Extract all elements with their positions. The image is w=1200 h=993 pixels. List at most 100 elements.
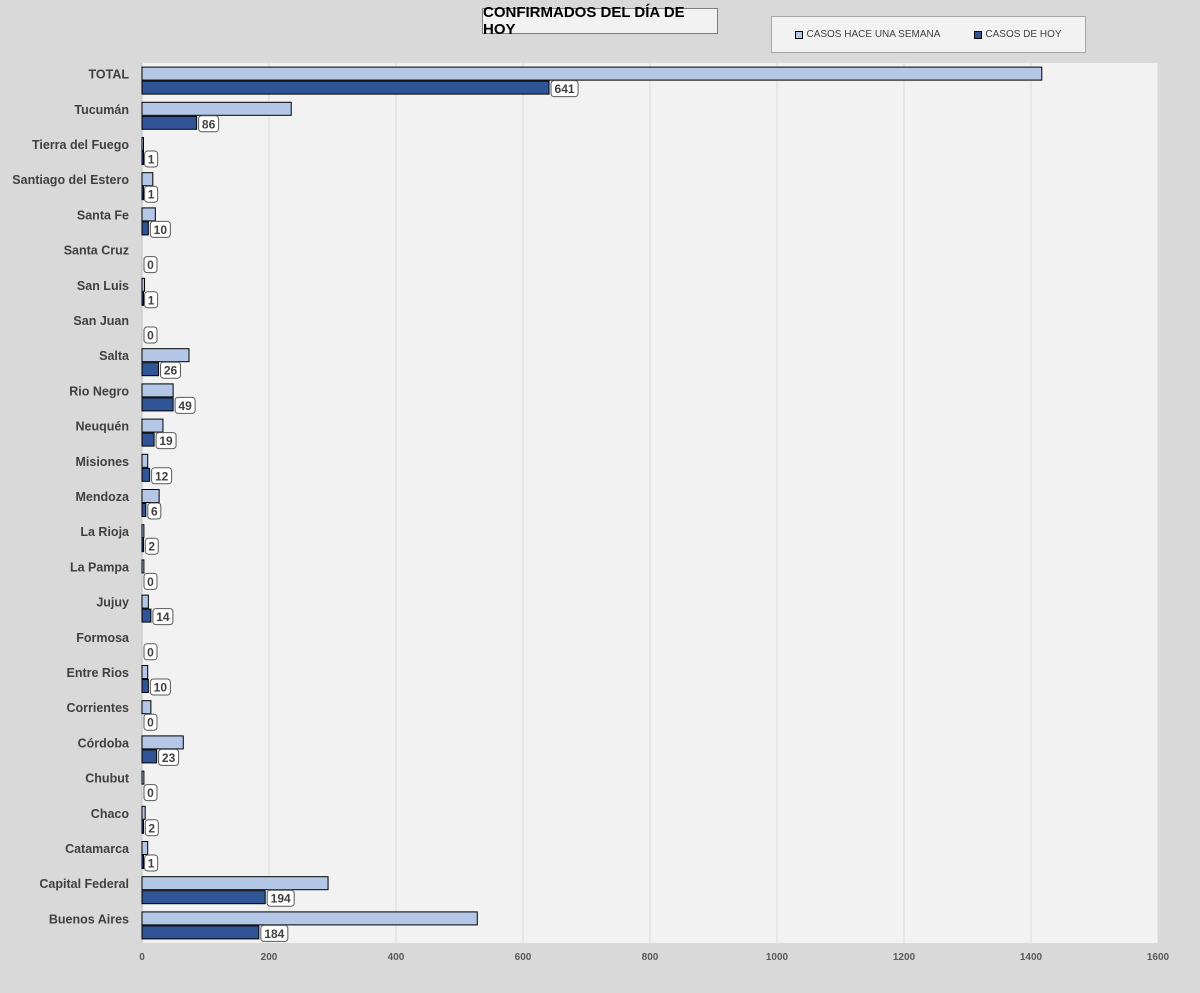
legend: CASOS HACE UNA SEMANA CASOS DE HOY bbox=[771, 16, 1086, 53]
bar-week bbox=[141, 735, 184, 750]
data-label: 26 bbox=[164, 364, 178, 378]
bar-week bbox=[141, 805, 146, 820]
legend-item-today: CASOS DE HOY bbox=[974, 29, 1062, 40]
bar-today bbox=[141, 855, 144, 869]
bar-week bbox=[141, 418, 164, 433]
category-label: San Juan bbox=[73, 314, 129, 328]
x-tick-label: 200 bbox=[261, 952, 278, 963]
data-label-box bbox=[260, 924, 289, 942]
data-label: 14 bbox=[156, 610, 170, 624]
category-label: Salta bbox=[99, 349, 130, 363]
bar-today bbox=[141, 608, 152, 623]
bar-today bbox=[141, 151, 144, 165]
bar-week bbox=[141, 172, 154, 187]
data-label: 1 bbox=[148, 293, 155, 307]
data-label-box bbox=[550, 80, 579, 98]
bar-week bbox=[141, 383, 174, 398]
category-label: Catamarca bbox=[65, 842, 130, 856]
category-label: Chubut bbox=[85, 772, 130, 786]
data-label-box bbox=[155, 432, 177, 450]
category-label: Santiago del Estero bbox=[12, 173, 129, 187]
data-label-box bbox=[144, 185, 159, 203]
data-label-box bbox=[143, 713, 158, 731]
data-label-box bbox=[144, 854, 159, 872]
bar-week bbox=[141, 277, 146, 292]
category-label: Corrientes bbox=[66, 701, 129, 715]
data-label-box bbox=[151, 467, 173, 485]
category-label: Capital Federal bbox=[39, 877, 129, 891]
bar-week bbox=[141, 770, 145, 785]
data-label: 194 bbox=[271, 892, 291, 906]
category-label: La Rioja bbox=[80, 525, 130, 539]
x-tick-label: 1200 bbox=[893, 952, 916, 963]
bar-week bbox=[141, 700, 152, 715]
category-label: Formosa bbox=[76, 631, 130, 645]
data-label: 49 bbox=[178, 399, 192, 413]
bar-today bbox=[141, 749, 158, 764]
data-label: 184 bbox=[264, 927, 284, 941]
data-label: 10 bbox=[154, 223, 168, 237]
bar-today bbox=[141, 467, 151, 482]
x-tick-label: 1000 bbox=[766, 952, 789, 963]
data-label: 2 bbox=[148, 540, 155, 554]
data-label: 641 bbox=[555, 82, 575, 96]
data-label: 0 bbox=[147, 645, 154, 659]
data-label-box bbox=[266, 889, 295, 907]
category-label: La Pampa bbox=[70, 560, 130, 574]
bar-today bbox=[141, 503, 147, 517]
category-label: San Luis bbox=[77, 279, 129, 293]
category-label: Santa Cruz bbox=[64, 244, 129, 258]
data-label: 12 bbox=[155, 469, 169, 483]
x-tick-label: 800 bbox=[642, 952, 659, 963]
bar-week bbox=[141, 911, 478, 926]
data-label: 0 bbox=[147, 258, 154, 272]
bar-week bbox=[141, 66, 1043, 81]
x-tick-label: 1400 bbox=[1020, 952, 1043, 963]
category-label: Tierra del Fuego bbox=[32, 138, 129, 152]
bar-week bbox=[141, 876, 329, 891]
bar-today bbox=[141, 432, 155, 447]
legend-swatch-today bbox=[974, 30, 983, 39]
bar-week bbox=[141, 665, 149, 679]
bar-week bbox=[141, 348, 190, 363]
category-label: Chaco bbox=[91, 807, 130, 821]
data-label-box bbox=[143, 326, 158, 344]
data-label: 0 bbox=[147, 329, 154, 343]
bar-week bbox=[141, 559, 145, 574]
bar-week bbox=[141, 101, 292, 116]
x-tick-label: 0 bbox=[139, 952, 145, 963]
data-label: 10 bbox=[154, 681, 168, 695]
data-label: 1 bbox=[148, 153, 155, 167]
legend-label-week: CASOS HACE UNA SEMANA bbox=[806, 29, 941, 40]
bar-week bbox=[141, 207, 156, 222]
chart-title-text: CONFIRMADOS DEL DÍA DE HOY bbox=[483, 4, 685, 38]
category-label: Misiones bbox=[76, 455, 130, 469]
bar-today bbox=[141, 186, 144, 201]
bar-today bbox=[141, 397, 174, 412]
data-label: 23 bbox=[162, 751, 176, 765]
data-label-box bbox=[144, 291, 159, 309]
legend-item-week: CASOS HACE UNA SEMANA bbox=[795, 29, 940, 40]
category-label: Neuquén bbox=[76, 420, 129, 434]
bar-today bbox=[141, 115, 198, 130]
data-label-box bbox=[143, 572, 158, 590]
legend-label-today: CASOS DE HOY bbox=[985, 29, 1062, 40]
category-label: TOTAL bbox=[88, 68, 129, 82]
data-label-box bbox=[144, 150, 159, 168]
data-label-box bbox=[147, 502, 162, 520]
x-tick-label: 1600 bbox=[1147, 952, 1170, 963]
data-label: 6 bbox=[151, 505, 158, 519]
category-label: Entre Rios bbox=[66, 666, 129, 680]
chart-title: CONFIRMADOS DEL DÍA DE HOY bbox=[482, 4, 718, 38]
bar-week bbox=[141, 524, 145, 539]
data-label: 2 bbox=[148, 821, 155, 835]
legend-swatch-week bbox=[795, 30, 804, 39]
data-label-box bbox=[149, 220, 171, 238]
bar-today bbox=[141, 890, 266, 905]
x-tick-label: 400 bbox=[388, 952, 405, 963]
data-label: 1 bbox=[148, 857, 155, 871]
category-label: Mendoza bbox=[76, 490, 131, 504]
bar-week bbox=[141, 489, 160, 503]
